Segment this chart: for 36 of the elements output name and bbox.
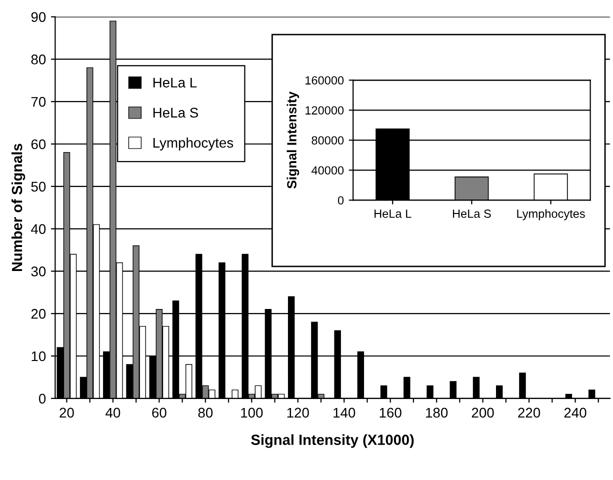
y-tick-label: 90 — [31, 12, 46, 22]
y-tick-label: 160000 — [306, 76, 344, 85]
x-tick-label: 120 — [287, 408, 309, 418]
x-tick-label: HeLa S — [452, 210, 491, 218]
y-axis-title: Signal Intensity — [286, 91, 300, 189]
y-tick-label: 40 — [31, 224, 46, 234]
legend-label: Lymphocytes — [153, 138, 234, 150]
y-tick-label: 0 — [338, 196, 344, 205]
y-tick-label: 30 — [31, 266, 46, 276]
x-tick-label: 180 — [426, 408, 448, 418]
legend-label: HeLa L — [153, 78, 197, 88]
y-tick-label: 120000 — [306, 106, 344, 115]
x-tick-label: 240 — [564, 408, 586, 418]
y-tick-label: 70 — [31, 96, 46, 107]
y-tick-label: 20 — [31, 308, 46, 319]
x-tick-label: 40 — [106, 408, 120, 418]
y-axis-title: Number of Signals — [11, 144, 26, 272]
x-tick-label: HeLa L — [374, 210, 412, 218]
x-tick-label: 160 — [380, 408, 402, 418]
y-tick-label: 50 — [31, 182, 46, 192]
x-tick-label: 80 — [198, 408, 213, 418]
y-tick-label: 10 — [32, 351, 46, 362]
y-tick-label: 80 — [31, 54, 46, 64]
y-tick-label: 60 — [31, 139, 46, 150]
x-tick-label: 60 — [152, 408, 166, 418]
x-tick-label: 200 — [472, 408, 494, 418]
y-tick-label: 0 — [38, 394, 46, 404]
legend-label: HeLa S — [153, 108, 198, 118]
x-tick-label: Lymphocytes — [517, 209, 585, 220]
y-tick-label: 80000 — [312, 136, 344, 145]
x-tick-label: 140 — [334, 408, 356, 418]
x-tick-label: 100 — [241, 408, 263, 418]
y-tick-label: 40000 — [312, 166, 344, 175]
x-axis-title: Signal Intensity (X1000) — [251, 434, 414, 448]
x-tick-label: 220 — [518, 408, 540, 418]
x-tick-label: 20 — [60, 408, 74, 418]
